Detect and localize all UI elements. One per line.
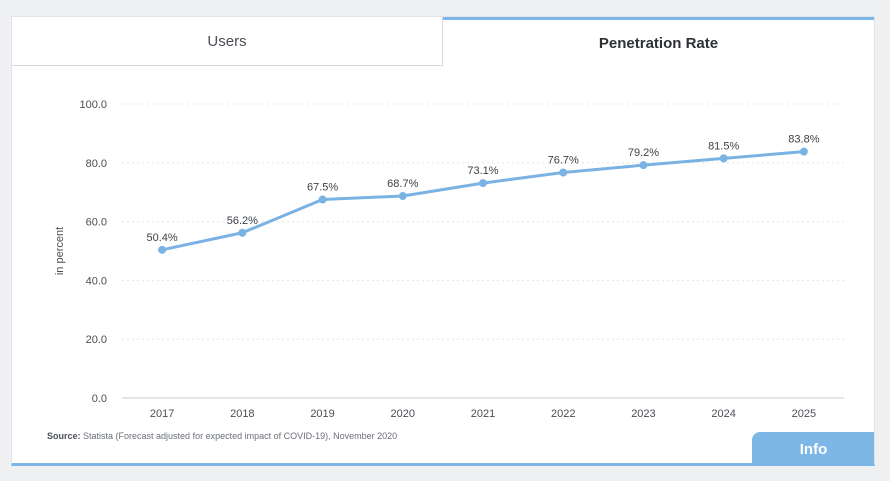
x-tick-label: 2022 xyxy=(551,408,575,420)
x-tick-label: 2018 xyxy=(230,408,254,420)
line-chart: 0.0 20.0 40.0 60.0 80.0 100.0 2017 2018 2019 2020… xyxy=(54,99,844,420)
y-tick-label: 40.0 xyxy=(86,275,107,287)
data-label: 56.2% xyxy=(227,215,258,227)
data-point xyxy=(639,161,648,170)
data-label: 79.2% xyxy=(628,147,659,159)
data-label: 81.5% xyxy=(708,140,739,152)
y-tick-label: 100.0 xyxy=(79,99,107,111)
data-point xyxy=(238,228,247,237)
info-button[interactable]: Info xyxy=(752,432,874,463)
data-point xyxy=(158,245,167,254)
data-point xyxy=(719,154,728,163)
data-label: 67.5% xyxy=(307,182,338,194)
data-point xyxy=(799,147,808,156)
tab-users[interactable]: Users xyxy=(12,17,443,66)
tab-bar: Users Penetration Rate xyxy=(12,17,874,66)
source-label: Source: xyxy=(47,431,81,441)
x-tick-label: 2025 xyxy=(792,408,816,420)
data-label: 50.4% xyxy=(147,232,178,244)
x-tick-label: 2023 xyxy=(631,408,655,420)
data-label: 76.7% xyxy=(548,155,579,167)
data-label: 68.7% xyxy=(387,178,418,190)
data-label: 73.1% xyxy=(467,165,498,177)
data-point xyxy=(398,192,407,201)
y-tick-label: 80.0 xyxy=(86,158,107,170)
data-point xyxy=(479,179,487,188)
x-tick-label: 2019 xyxy=(310,408,334,420)
data-point xyxy=(559,168,568,177)
source-text: Statista (Forecast adjusted for expected… xyxy=(80,431,398,441)
y-axis-title: in percent xyxy=(54,227,66,275)
x-tick-label: 2020 xyxy=(391,408,415,420)
y-tick-label: 0.0 xyxy=(92,393,107,405)
y-tick-label: 20.0 xyxy=(86,334,107,346)
x-tick-label: 2024 xyxy=(711,408,735,420)
data-point xyxy=(318,195,327,204)
x-tick-label: 2017 xyxy=(150,408,174,420)
y-tick-label: 60.0 xyxy=(86,217,107,229)
x-tick-label: 2021 xyxy=(471,408,495,420)
chart-card: Users Penetration Rate 0.0 20.0 40.0 60.0 80… xyxy=(11,16,875,466)
data-label: 83.8% xyxy=(788,134,819,146)
tab-penetration-rate[interactable]: Penetration Rate xyxy=(443,17,874,66)
source-note: Source: Statista (Forecast adjusted for … xyxy=(47,431,397,441)
